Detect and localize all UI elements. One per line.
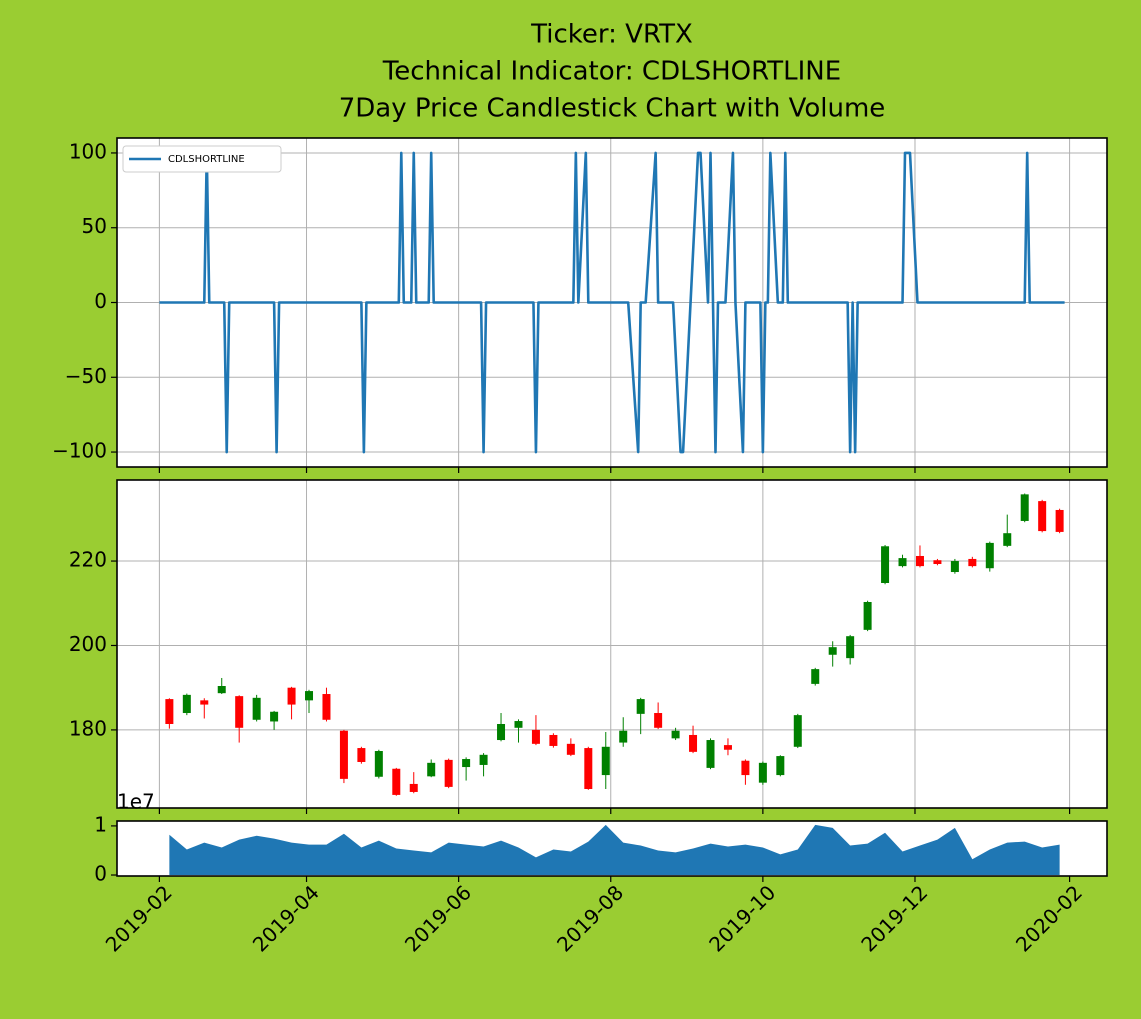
y-tick-label: 200	[69, 632, 107, 656]
plot-frame	[116, 820, 1108, 877]
candle-body	[968, 558, 977, 567]
candle-body	[950, 561, 959, 573]
plot-frame	[116, 479, 1108, 809]
y-tick-label: −100	[52, 439, 107, 463]
candle-body	[270, 711, 279, 722]
candle-body	[339, 730, 348, 779]
candle-body	[811, 669, 820, 684]
candle-body	[601, 746, 610, 776]
candle-body	[828, 647, 837, 655]
candle-body	[182, 694, 191, 714]
volume-area	[169, 824, 1060, 876]
candle-body	[305, 691, 314, 701]
candle-body	[444, 759, 453, 787]
candle-body	[409, 783, 418, 792]
candle-body	[479, 754, 488, 765]
y-tick-label: 220	[69, 548, 107, 572]
candle-body	[915, 555, 924, 567]
candle-body	[985, 542, 994, 569]
candle-body	[1020, 494, 1029, 521]
y-tick-label: 0	[94, 289, 107, 313]
candle-body	[374, 751, 383, 777]
title-line: Technical Indicator: CDLSHORTLINE	[382, 57, 841, 87]
candle-body	[165, 699, 174, 724]
candle-body	[287, 687, 296, 705]
candle-body	[322, 694, 331, 720]
candle-body	[619, 730, 628, 743]
y-tick-label: 1	[94, 812, 107, 836]
y-tick-label: 0	[94, 862, 107, 886]
legend-box	[122, 145, 282, 173]
candle-body	[235, 696, 244, 728]
candle-body	[689, 734, 698, 752]
candle-body	[776, 756, 785, 776]
candle-body	[1038, 501, 1047, 532]
candle-body	[392, 768, 401, 795]
candle-body	[1003, 533, 1012, 546]
candle-body	[514, 721, 523, 728]
plot-area	[117, 480, 1107, 808]
candle-body	[584, 748, 593, 790]
indicator-line	[159, 151, 1065, 454]
y-tick-label: −50	[65, 364, 107, 388]
candle-body	[758, 762, 767, 783]
candle-body	[863, 601, 872, 630]
candle-body	[723, 745, 732, 750]
y-tick-label: 100	[69, 139, 107, 163]
candle-body	[898, 558, 907, 567]
candle-body	[846, 636, 855, 659]
offset-label: 1e7	[117, 790, 155, 814]
y-tick-label: 50	[82, 214, 107, 238]
candle-body	[1055, 509, 1064, 532]
plot	[117, 480, 1107, 808]
candle-body	[462, 759, 471, 768]
candle-body	[427, 762, 436, 777]
candle-body	[566, 743, 575, 755]
candle-body	[497, 723, 506, 741]
candle-body	[881, 546, 890, 584]
y-tick-label: 180	[69, 716, 107, 740]
candle-body	[549, 734, 558, 746]
candle-body	[357, 748, 366, 762]
candle-body	[671, 730, 680, 739]
candle-body	[217, 686, 226, 694]
candle-body	[200, 700, 209, 705]
title-line: 7Day Price Candlestick Chart with Volume	[339, 94, 886, 124]
candle-body	[706, 740, 715, 768]
candle-body	[741, 760, 750, 776]
candle-body	[252, 697, 261, 720]
plot	[169, 824, 1060, 876]
candle-body	[636, 699, 645, 714]
plot	[117, 138, 1107, 467]
title-line: Ticker: VRTX	[530, 20, 693, 50]
legend-label: CDLSHORTLINE	[168, 154, 245, 165]
plot-frame	[116, 137, 1108, 468]
candle-body	[933, 560, 942, 565]
candle-body	[793, 715, 802, 747]
candle-body	[654, 713, 663, 728]
candle-body	[531, 729, 540, 744]
